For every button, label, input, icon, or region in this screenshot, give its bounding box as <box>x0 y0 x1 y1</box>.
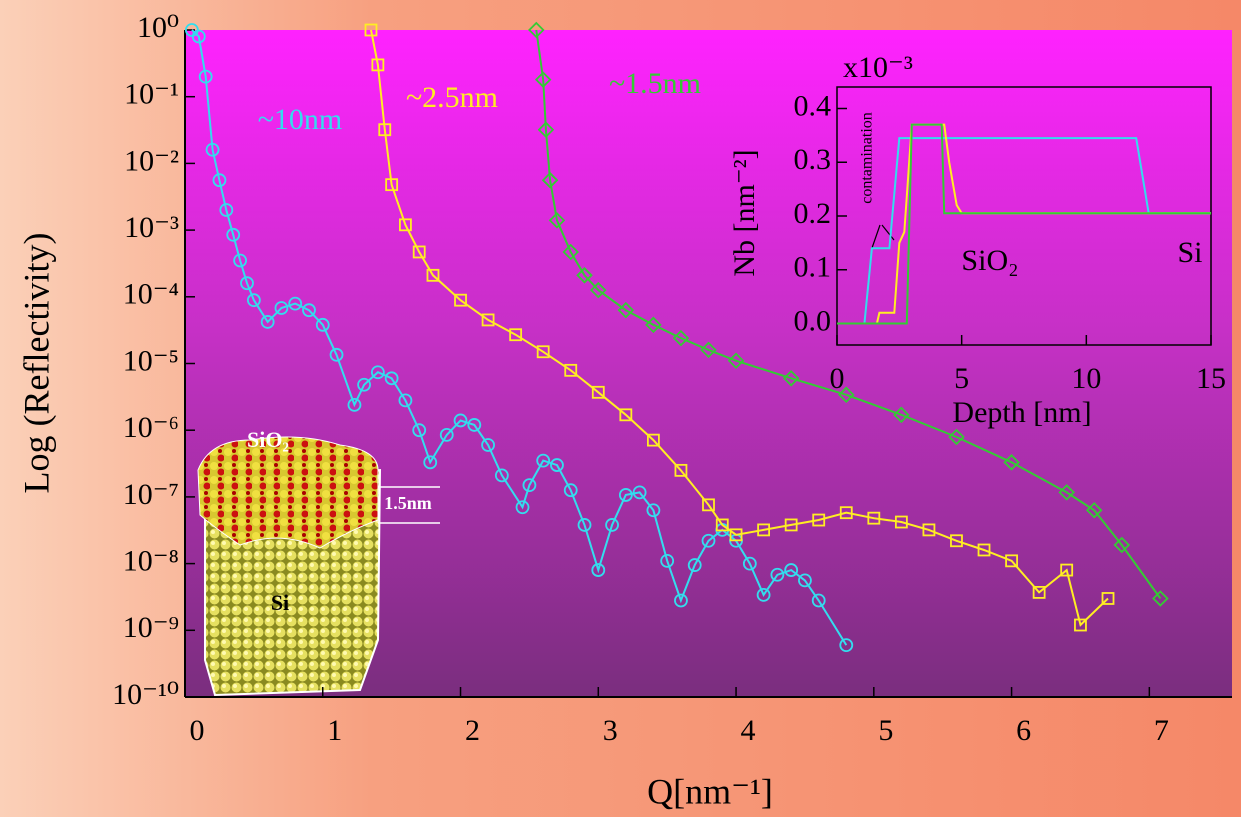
annotation: SiO₂ <box>961 244 1018 277</box>
x-tick-label: 0 <box>830 362 845 395</box>
y-tick-label: 10⁻⁹ <box>123 611 179 644</box>
y-tick-label: 10⁻⁶ <box>123 411 179 444</box>
annotation: Si <box>1177 236 1202 269</box>
x-tick-label: 5 <box>954 362 969 395</box>
y-tick-label: 10⁻³ <box>124 211 179 244</box>
annotation: 1.5nm <box>384 493 432 513</box>
y-tick-label: 10⁻⁴ <box>123 278 179 311</box>
y-tick-label: 10⁻⁷ <box>123 478 179 511</box>
y-tick-label: 10⁻¹ <box>124 78 179 111</box>
y-tick-label: 0.0 <box>794 304 832 337</box>
y-tick-label: 0.3 <box>794 143 832 176</box>
x-tick-label: 4 <box>741 714 756 747</box>
x-tick-label: 10 <box>1071 362 1101 395</box>
axis-multiplier: x10⁻³ <box>843 51 913 84</box>
y-tick-label: 10⁻⁵ <box>123 344 179 377</box>
x-tick-label: 7 <box>1154 714 1169 747</box>
x-tick-label: 3 <box>603 714 618 747</box>
y-tick-label: 10⁻¹⁰ <box>112 678 179 711</box>
y-tick-label: 10⁻² <box>124 144 179 177</box>
series-label: ~1.5nm <box>609 67 701 100</box>
series-label: ~10nm <box>258 103 343 136</box>
x-tick-label: 2 <box>465 714 480 747</box>
y-tick-label: 0.1 <box>794 251 832 284</box>
y-axis-title: Log (Reflectivity) <box>16 233 56 494</box>
x-tick-label: 15 <box>1196 362 1226 395</box>
series-label: ~2.5nm <box>406 81 498 114</box>
x-tick-label: 6 <box>1016 714 1031 747</box>
y-tick-label: 0.2 <box>794 197 832 230</box>
x-tick-label: 0 <box>190 714 205 747</box>
chart: 10⁰ 10⁻¹ 10⁻² 10⁻³ 10⁻⁴ 10⁻⁵ 10⁻⁶ 10⁻⁷ 10⁻⁸ 10⁻⁹ 1… <box>0 0 1241 817</box>
y-axis-title: Nb [nm⁻²] <box>728 149 761 276</box>
x-axis-title: Depth [nm] <box>952 396 1091 429</box>
y-tick-label: 10⁰ <box>137 11 179 44</box>
annotation: SiO₂ <box>247 427 289 452</box>
y-tick-label: 0.4 <box>794 89 832 122</box>
annotation: Si <box>271 590 289 615</box>
x-axis-title: Q[nm⁻¹] <box>647 771 773 811</box>
x-tick-label: 1 <box>327 714 342 747</box>
x-tick-label: 5 <box>878 714 893 747</box>
annotation: contamination <box>859 112 876 204</box>
y-tick-label: 10⁻⁸ <box>123 544 179 577</box>
